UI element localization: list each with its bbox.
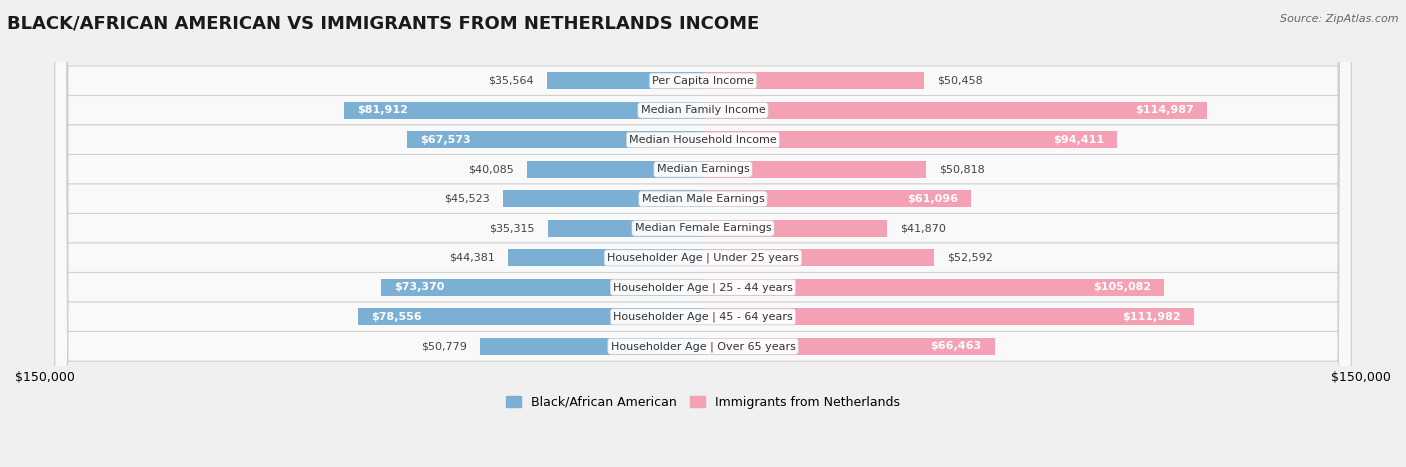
Bar xyxy=(703,279,1164,296)
Text: $66,463: $66,463 xyxy=(931,341,981,351)
Bar xyxy=(343,102,703,119)
Text: $50,818: $50,818 xyxy=(939,164,984,174)
Text: $41,870: $41,870 xyxy=(900,223,946,234)
Text: $61,096: $61,096 xyxy=(907,194,957,204)
Bar xyxy=(703,190,972,207)
Text: Householder Age | Over 65 years: Householder Age | Over 65 years xyxy=(610,341,796,352)
Text: Source: ZipAtlas.com: Source: ZipAtlas.com xyxy=(1281,14,1399,24)
Bar xyxy=(406,131,703,149)
Text: $35,564: $35,564 xyxy=(488,76,534,86)
Text: $35,315: $35,315 xyxy=(489,223,534,234)
Bar xyxy=(703,249,934,266)
FancyBboxPatch shape xyxy=(55,0,1351,467)
Bar xyxy=(548,220,703,237)
Text: $81,912: $81,912 xyxy=(357,106,408,115)
Text: BLACK/AFRICAN AMERICAN VS IMMIGRANTS FROM NETHERLANDS INCOME: BLACK/AFRICAN AMERICAN VS IMMIGRANTS FRO… xyxy=(7,14,759,32)
Text: Median Female Earnings: Median Female Earnings xyxy=(634,223,772,234)
Legend: Black/African American, Immigrants from Netherlands: Black/African American, Immigrants from … xyxy=(502,391,904,414)
FancyBboxPatch shape xyxy=(55,0,1351,467)
Text: $44,381: $44,381 xyxy=(450,253,495,263)
FancyBboxPatch shape xyxy=(55,0,1351,467)
Text: $50,779: $50,779 xyxy=(422,341,467,351)
Bar xyxy=(359,308,703,325)
FancyBboxPatch shape xyxy=(55,0,1351,467)
Bar xyxy=(703,308,1194,325)
Bar xyxy=(703,102,1208,119)
Text: $94,411: $94,411 xyxy=(1053,135,1104,145)
Text: $40,085: $40,085 xyxy=(468,164,515,174)
Text: Householder Age | Under 25 years: Householder Age | Under 25 years xyxy=(607,253,799,263)
Text: $78,556: $78,556 xyxy=(371,312,422,322)
FancyBboxPatch shape xyxy=(55,0,1351,467)
Bar xyxy=(703,220,887,237)
Bar xyxy=(703,72,924,89)
Text: $105,082: $105,082 xyxy=(1092,283,1152,292)
FancyBboxPatch shape xyxy=(55,0,1351,467)
Bar xyxy=(503,190,703,207)
Text: Per Capita Income: Per Capita Income xyxy=(652,76,754,86)
Bar xyxy=(703,131,1118,149)
Text: Householder Age | 25 - 44 years: Householder Age | 25 - 44 years xyxy=(613,282,793,293)
Bar xyxy=(481,338,703,355)
Bar xyxy=(703,161,927,178)
Bar xyxy=(381,279,703,296)
Text: Median Male Earnings: Median Male Earnings xyxy=(641,194,765,204)
Text: Median Earnings: Median Earnings xyxy=(657,164,749,174)
FancyBboxPatch shape xyxy=(55,0,1351,467)
Text: $67,573: $67,573 xyxy=(420,135,471,145)
Bar xyxy=(509,249,703,266)
Text: $73,370: $73,370 xyxy=(394,283,444,292)
FancyBboxPatch shape xyxy=(55,0,1351,467)
FancyBboxPatch shape xyxy=(55,0,1351,467)
Bar xyxy=(527,161,703,178)
FancyBboxPatch shape xyxy=(55,0,1351,467)
Text: $52,592: $52,592 xyxy=(946,253,993,263)
Text: $45,523: $45,523 xyxy=(444,194,491,204)
Text: Householder Age | 45 - 64 years: Householder Age | 45 - 64 years xyxy=(613,311,793,322)
Text: $114,987: $114,987 xyxy=(1136,106,1194,115)
Text: $111,982: $111,982 xyxy=(1122,312,1181,322)
Text: Median Family Income: Median Family Income xyxy=(641,106,765,115)
Bar xyxy=(547,72,703,89)
Bar xyxy=(703,338,994,355)
Text: $50,458: $50,458 xyxy=(938,76,983,86)
Text: Median Household Income: Median Household Income xyxy=(628,135,778,145)
